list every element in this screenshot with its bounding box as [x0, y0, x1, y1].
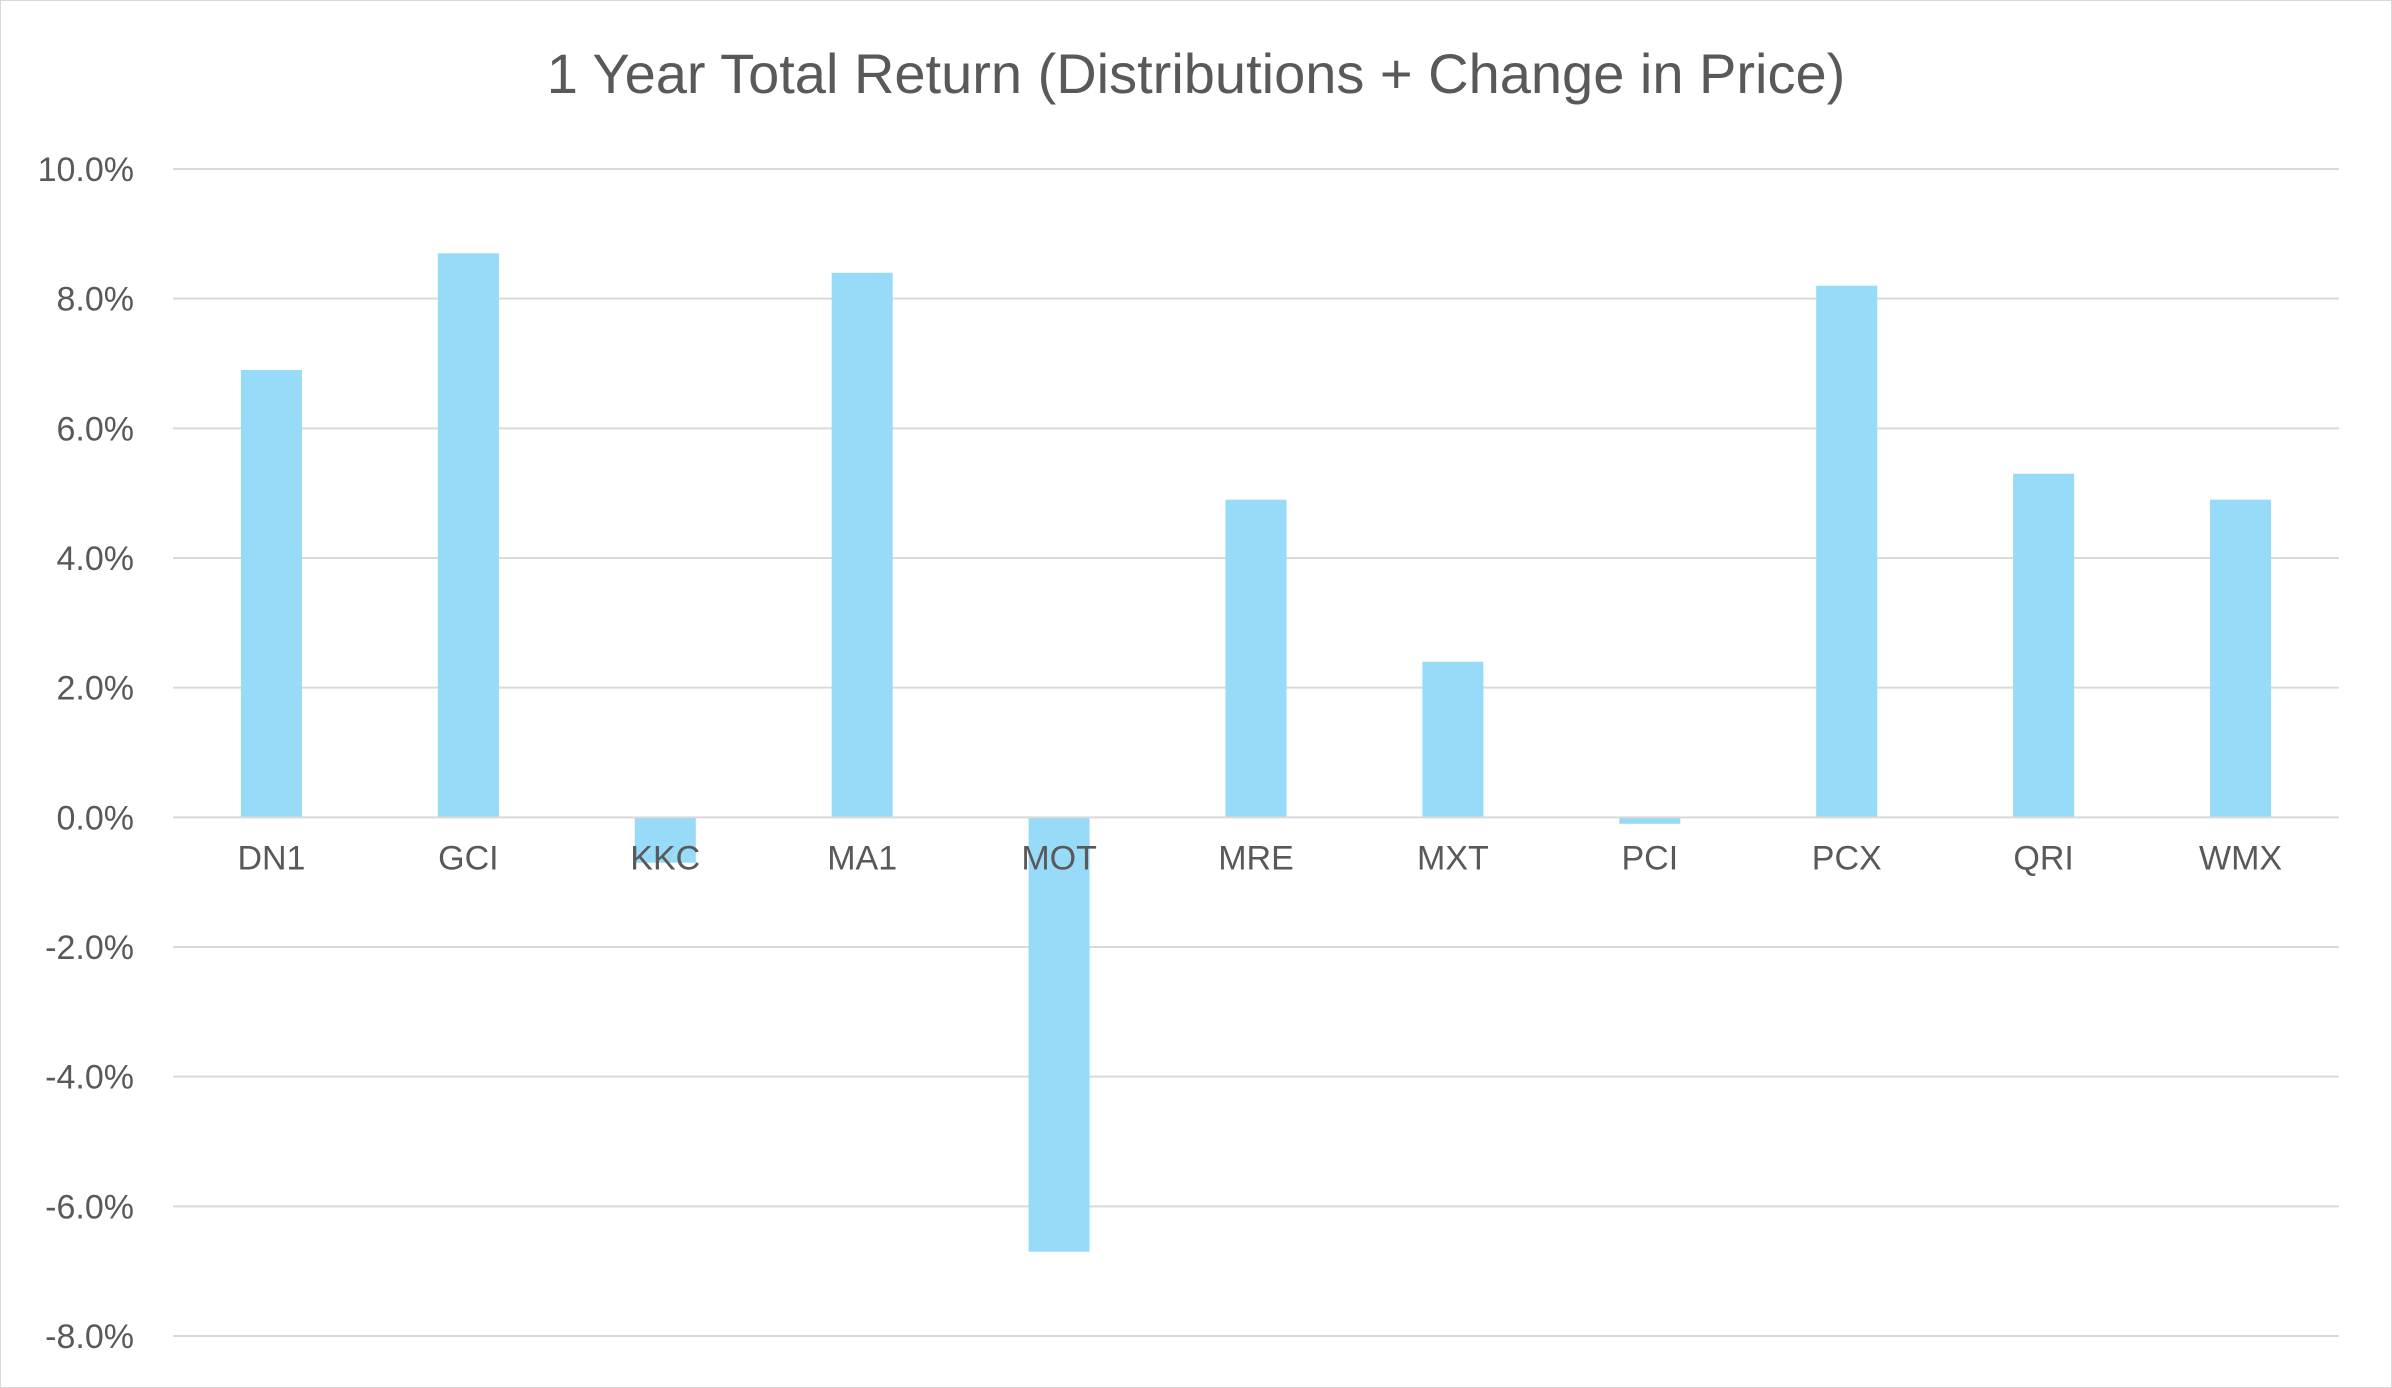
x-axis-category-labels: DN1 GCI KKC MA1 MOT MRE MXT PCI PCX QRI WMX: [237, 839, 2282, 877]
y-tick-label: -4.0%: [45, 1059, 134, 1097]
bar-mre: [1225, 499, 1287, 818]
y-tick-label: 2.0%: [57, 670, 135, 708]
bar-mot: [1028, 817, 1090, 1252]
y-tick-label: 10.0%: [38, 151, 134, 189]
category-label-pcx: PCX: [1812, 839, 1882, 877]
category-label-mre: MRE: [1218, 839, 1294, 877]
bar-dn1: [240, 369, 302, 818]
y-tick-label: -2.0%: [45, 929, 134, 967]
bar-qri: [2013, 473, 2075, 818]
category-label-wmx: WMX: [2199, 839, 2282, 877]
category-label-mxt: MXT: [1417, 839, 1489, 877]
bar-pcx: [1816, 285, 1878, 818]
chart-title: 1 Year Total Return (Distributions + Cha…: [547, 42, 1846, 105]
bar-gci: [437, 253, 499, 818]
category-label-ma1: MA1: [827, 839, 897, 877]
bar-pci: [1619, 817, 1681, 824]
y-tick-label: 8.0%: [57, 281, 135, 319]
y-tick-label: -8.0%: [45, 1318, 134, 1356]
bar-kkc: [634, 817, 696, 863]
category-label-qri: QRI: [2013, 839, 2073, 877]
y-axis-tick-labels: 10.0% 8.0% 6.0% 4.0% 2.0% 0.0% -2.0% -4.0% -6.0%…: [38, 151, 134, 1356]
bar-wmx: [2210, 499, 2272, 818]
bar-mxt: [1422, 661, 1484, 818]
category-label-pci: PCI: [1621, 839, 1678, 877]
y-tick-label: 4.0%: [57, 540, 135, 578]
category-label-gci: GCI: [438, 839, 498, 877]
bar-ma1: [831, 272, 893, 818]
bars: [240, 253, 2272, 1252]
y-tick-label: 0.0%: [57, 799, 135, 837]
category-label-dn1: DN1: [237, 839, 305, 877]
category-label-mot: MOT: [1021, 839, 1097, 877]
y-tick-label: -6.0%: [45, 1188, 134, 1226]
category-label-kkc: KKC: [630, 839, 700, 877]
y-tick-label: 6.0%: [57, 410, 135, 448]
